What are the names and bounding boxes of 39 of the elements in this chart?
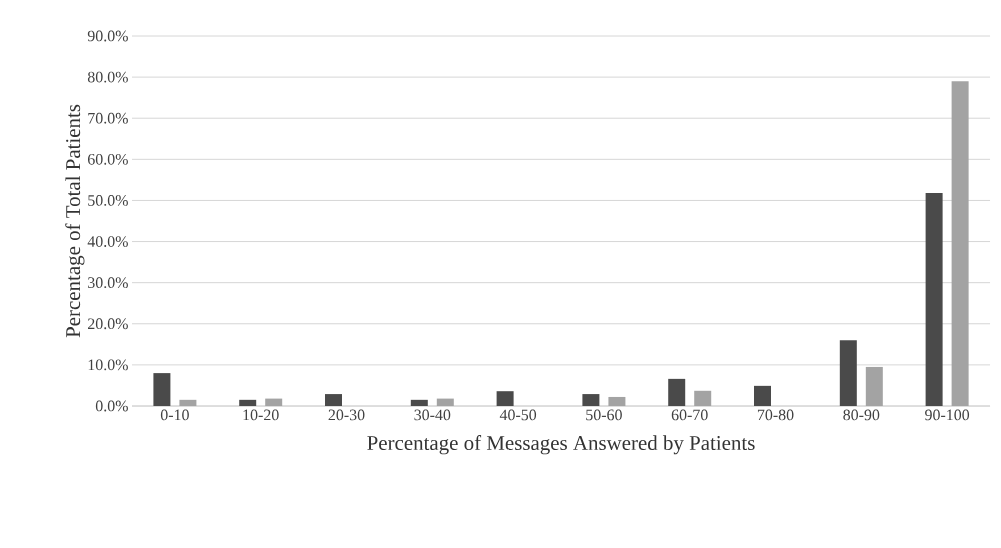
bar <box>668 378 686 406</box>
bar <box>436 398 454 406</box>
x-tick-label: 30-40 <box>414 409 451 421</box>
bar <box>325 394 342 406</box>
bar <box>925 193 943 406</box>
bar <box>951 81 969 406</box>
y-tick-label: 10.0% <box>88 359 128 371</box>
y-tick-label: 0.0% <box>95 400 128 412</box>
x-tick-label: 70-80 <box>757 409 794 421</box>
bar <box>694 390 712 406</box>
x-axis-title: Percentage of Messages Answered by Patients <box>367 435 755 455</box>
y-axis-title: Percentage of Total Patients <box>65 104 85 338</box>
y-tick-label: 60.0% <box>87 153 128 165</box>
x-tick-label: 90-100 <box>925 409 970 421</box>
y-tick-label: 50.0% <box>88 195 128 206</box>
bar <box>582 394 600 406</box>
y-tick-label: 20.0% <box>88 318 128 330</box>
bar <box>839 340 857 406</box>
x-tick-label: 80-90 <box>843 409 880 421</box>
x-tick-label: 40-50 <box>499 409 537 421</box>
bar <box>754 385 772 406</box>
bar <box>179 399 197 406</box>
bar <box>239 399 257 406</box>
y-tick-label: 30.0% <box>88 277 128 289</box>
x-tick-label: 50-60 <box>586 409 622 421</box>
bar <box>865 366 883 406</box>
y-tick-label: 80.0% <box>87 71 128 83</box>
x-tick-label: 20-30 <box>328 409 365 421</box>
y-tick-label: 90.0% <box>87 30 128 42</box>
x-tick-label: 60-70 <box>671 409 708 421</box>
x-tick-label: 10-20 <box>243 409 279 421</box>
bar <box>410 399 428 406</box>
y-tick-label: 70.0% <box>88 112 128 124</box>
bar <box>496 391 514 406</box>
x-tick-label: 0-10 <box>160 409 189 421</box>
bar <box>608 396 626 406</box>
bar <box>265 398 283 406</box>
y-tick-label: 40.0% <box>87 236 128 247</box>
bar <box>153 373 171 406</box>
